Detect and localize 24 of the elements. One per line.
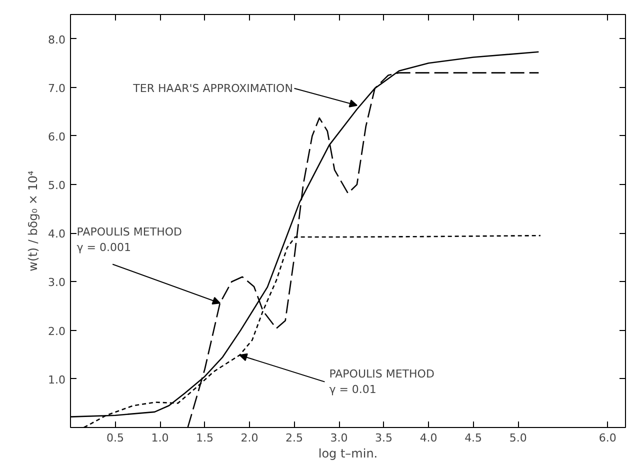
y-tick-label: 1.0 bbox=[48, 373, 66, 386]
y-tick-label: 4.0 bbox=[48, 228, 66, 241]
y-tick-label: 8.0 bbox=[48, 33, 66, 46]
x-tick-label: 3.0 bbox=[330, 432, 348, 444]
y-tick-label: 3.0 bbox=[48, 276, 66, 290]
y-axis-title: w(t) / bδg₀ × 10⁴ bbox=[26, 170, 40, 272]
x-tick-label: 2.0 bbox=[240, 432, 258, 444]
x-axis-title: log t–min. bbox=[318, 446, 378, 460]
annotation: PAPOULIS METHOD γ = 0.001 bbox=[76, 226, 182, 254]
x-tick-label: 0.5 bbox=[106, 432, 124, 444]
x-tick-label: 6.0 bbox=[598, 432, 616, 444]
annotation: PAPOULIS METHOD γ = 0.01 bbox=[329, 368, 434, 396]
y-tick-label: 2.0 bbox=[48, 324, 66, 338]
x-tick-label: 5.0 bbox=[509, 432, 527, 444]
x-tick-label: 4.0 bbox=[420, 432, 438, 444]
x-tick-label: 3.5 bbox=[375, 432, 393, 444]
y-tick-label: 7.0 bbox=[48, 82, 66, 95]
x-tick-label: 1.0 bbox=[151, 432, 169, 444]
y-tick-label: 6.0 bbox=[48, 130, 66, 144]
x-tick-label: 4.5 bbox=[464, 432, 482, 444]
y-tick-label: 5.0 bbox=[48, 179, 66, 192]
annotation: TER HAAR'S APPROXIMATION bbox=[132, 82, 293, 95]
x-tick-label: 1.5 bbox=[196, 432, 214, 444]
x-tick-label: 2.5 bbox=[286, 432, 304, 444]
